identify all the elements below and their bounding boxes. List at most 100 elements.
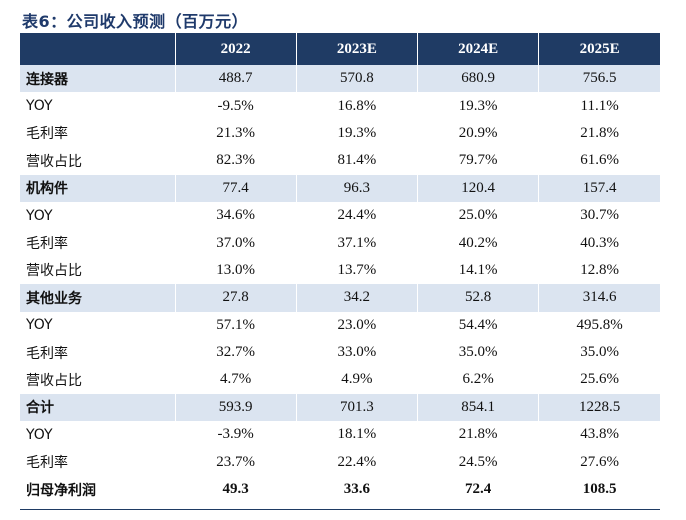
table-cell: 52.8: [416, 284, 539, 312]
table-cell: 4.7%: [174, 366, 297, 394]
table-cell: -3.9%: [174, 421, 297, 449]
table-cell: 593.9: [174, 393, 297, 422]
table-cell: 43.8%: [538, 421, 660, 449]
row-label: 毛利率: [26, 455, 68, 472]
table-row: 毛利率 23.7% 22.4% 24.5% 27.6%: [20, 448, 660, 476]
header-cell-2025e: 2025E: [538, 33, 660, 65]
row-label: YOY: [26, 317, 53, 334]
table-cell: 54.4%: [416, 311, 539, 339]
table-cell: 16.8%: [295, 92, 418, 120]
table-row: 合计 593.9 701.3 854.1 1228.5: [20, 393, 660, 422]
table-header-row: 2022 2023E 2024E 2025E: [20, 33, 660, 65]
row-label: 营收占比: [26, 153, 82, 170]
table-row: 机构件 77.4 96.3 120.4 157.4: [20, 174, 660, 202]
table-cell: 12.8%: [538, 256, 660, 285]
table-cell: 49.3: [174, 475, 297, 504]
table-cell: 32.7%: [174, 338, 297, 367]
table-cell: 18.1%: [295, 421, 418, 449]
header-cell-2023e: 2023E: [295, 33, 418, 65]
table-cell: 34.6%: [174, 201, 297, 230]
table-cell: 14.1%: [416, 256, 539, 285]
table-row: 毛利率 21.3% 19.3% 20.9% 21.8%: [20, 119, 660, 148]
row-label: 毛利率: [26, 126, 68, 143]
table-cell: 23.7%: [174, 448, 297, 476]
row-label: 合计: [26, 400, 54, 417]
table-cell: 82.3%: [174, 147, 297, 175]
table-cell: 77.4: [174, 174, 297, 202]
table-cell: 40.3%: [538, 229, 660, 257]
table-cell: 35.0%: [538, 338, 660, 367]
table-cell: 30.7%: [538, 201, 660, 230]
header-cell-label: [20, 33, 175, 65]
table-cell: 108.5: [538, 475, 660, 504]
table-row: YOY 34.6% 24.4% 25.0% 30.7%: [20, 201, 660, 230]
table-cell: 120.4: [416, 174, 539, 202]
row-label: 营收占比: [26, 263, 82, 280]
table-cell: 37.0%: [174, 229, 297, 257]
table-cell: 37.1%: [295, 229, 418, 257]
table-cell: 157.4: [538, 174, 660, 202]
table-cell: 854.1: [416, 393, 539, 422]
table-cell: 81.4%: [295, 147, 418, 175]
table-cell: 96.3: [295, 174, 418, 202]
row-label: 其他业务: [26, 290, 82, 307]
table-cell: 24.5%: [416, 448, 539, 476]
row-label: 营收占比: [26, 372, 82, 389]
table-cell: 21.8%: [416, 421, 539, 449]
table-cell: 19.3%: [416, 92, 539, 120]
table-cell: 24.4%: [295, 201, 418, 230]
row-label: 归母净利润: [26, 482, 96, 499]
table-row: YOY -3.9% 18.1% 21.8% 43.8%: [20, 421, 660, 449]
table-cell: 495.8%: [538, 311, 660, 339]
revenue-forecast-table: 2022 2023E 2024E 2025E 连接器 488.7 570.8 680.…: [20, 33, 660, 504]
table-cell: 19.3%: [295, 119, 418, 148]
table-cell: 79.7%: [416, 147, 539, 175]
table-cell: 22.4%: [295, 448, 418, 476]
table-cell: 6.2%: [416, 366, 539, 394]
table-cell: 680.9: [416, 65, 539, 93]
table-cell: 33.6: [295, 475, 418, 504]
table-cell: 23.0%: [295, 311, 418, 339]
header-cell-2024e: 2024E: [416, 33, 539, 65]
table-cell: 13.7%: [295, 256, 418, 285]
table-row: YOY 57.1% 23.0% 54.4% 495.8%: [20, 311, 660, 339]
table-cell: 40.2%: [416, 229, 539, 257]
row-label: 连接器: [26, 71, 68, 88]
table-cell: -9.5%: [174, 92, 297, 120]
table-row: 连接器 488.7 570.8 680.9 756.5: [20, 65, 660, 93]
table-cell: 33.0%: [295, 338, 418, 367]
table-cell: 21.3%: [174, 119, 297, 148]
table-cell: 34.2: [295, 284, 418, 312]
table-row: 归母净利润 49.3 33.6 72.4 108.5: [20, 475, 660, 504]
table-cell: 1228.5: [538, 393, 660, 422]
row-label: YOY: [26, 426, 53, 443]
table-row: 营收占比 82.3% 81.4% 79.7% 61.6%: [20, 147, 660, 175]
table-cell: 35.0%: [416, 338, 539, 367]
table-row: 营收占比 13.0% 13.7% 14.1% 12.8%: [20, 256, 660, 285]
table-cell: 4.9%: [295, 366, 418, 394]
table-cell: 57.1%: [174, 311, 297, 339]
table-cell: 27.6%: [538, 448, 660, 476]
table-cell: 25.6%: [538, 366, 660, 394]
row-label: YOY: [26, 98, 53, 115]
table-cell: 570.8: [295, 65, 418, 93]
table-cell: 21.8%: [538, 119, 660, 148]
row-label: 毛利率: [26, 345, 68, 362]
table-cell: 13.0%: [174, 256, 297, 285]
table-cell: 701.3: [295, 393, 418, 422]
table-bottom-rule: [20, 509, 660, 510]
header-cell-2022: 2022: [174, 33, 297, 65]
row-label: 毛利率: [26, 236, 68, 253]
table-row: 其他业务 27.8 34.2 52.8 314.6: [20, 284, 660, 312]
table-cell: 488.7: [174, 65, 297, 93]
table-row: 营收占比 4.7% 4.9% 6.2% 25.6%: [20, 366, 660, 394]
table-cell: 61.6%: [538, 147, 660, 175]
table-cell: 25.0%: [416, 201, 539, 230]
table-cell: 20.9%: [416, 119, 539, 148]
table-cell: 72.4: [416, 475, 539, 504]
table-cell: 314.6: [538, 284, 660, 312]
table-cell: 27.8: [174, 284, 297, 312]
table-row: 毛利率 32.7% 33.0% 35.0% 35.0%: [20, 338, 660, 367]
table-title: 表6：公司收入预测（百万元）: [22, 12, 249, 31]
table-row: YOY -9.5% 16.8% 19.3% 11.1%: [20, 92, 660, 120]
